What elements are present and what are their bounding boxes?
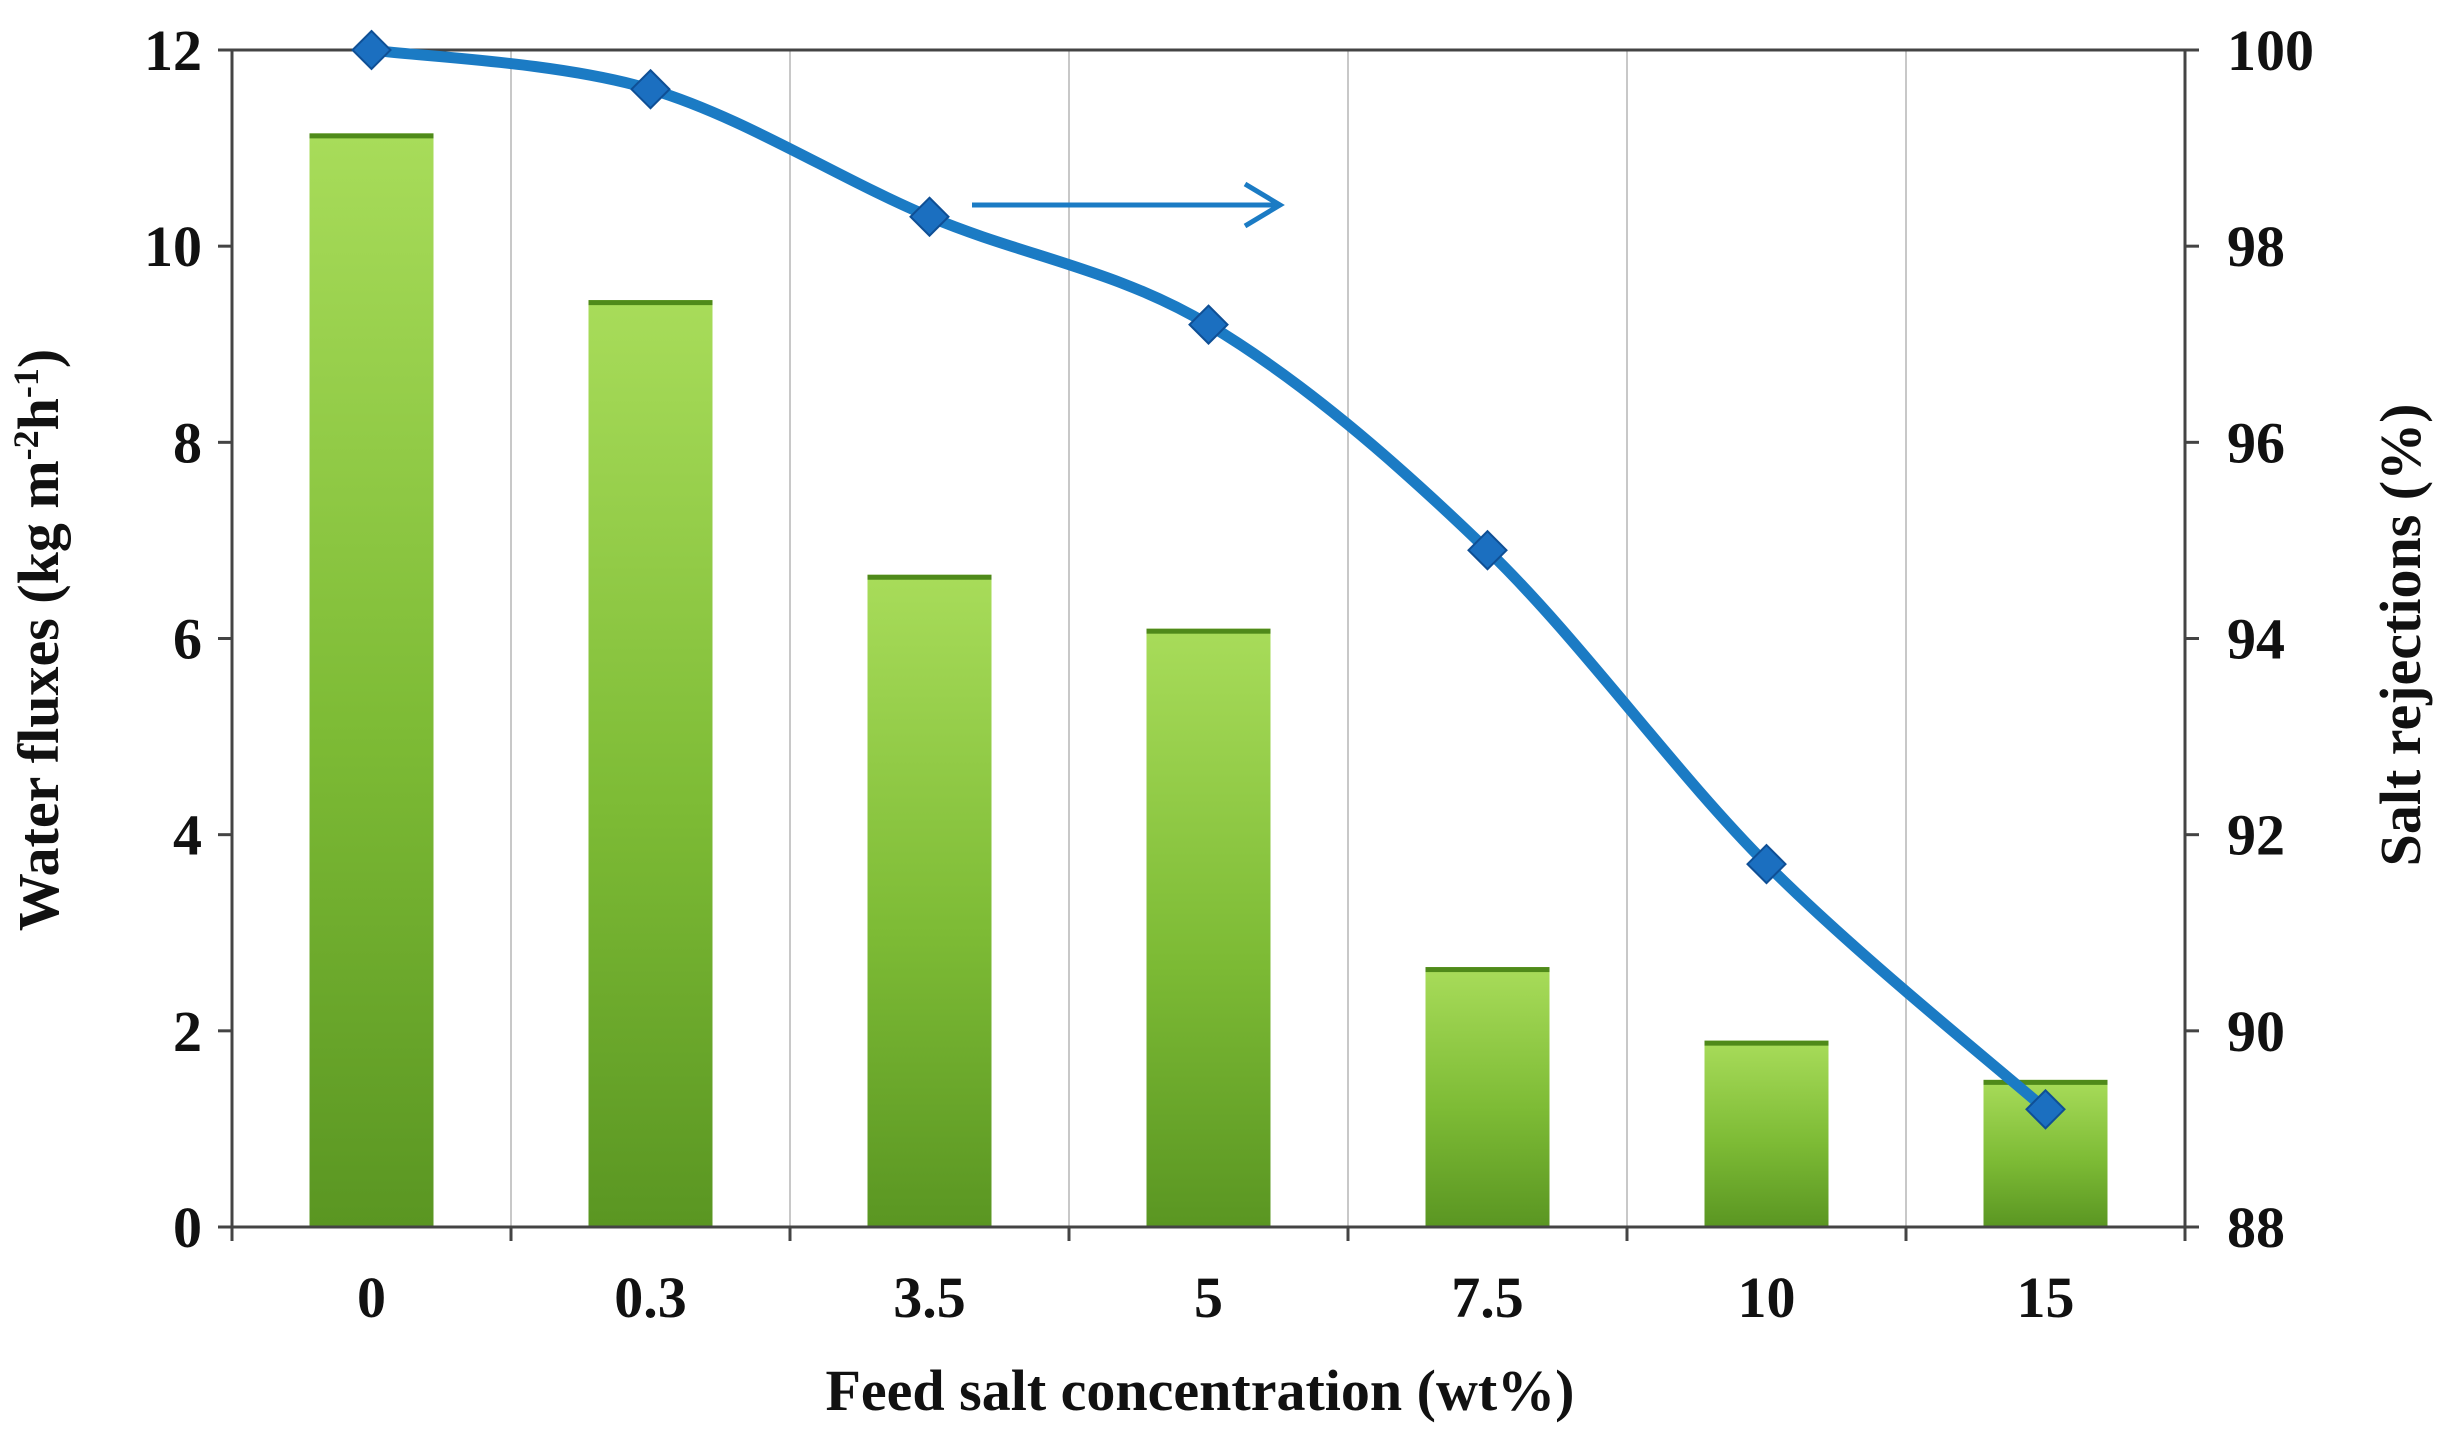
point-0.3 [630,68,671,110]
bar-body [1146,628,1271,1227]
point-7.5 [1467,529,1508,571]
left-tick-label: 10 [144,214,202,279]
right-tick-label: 90 [2227,999,2285,1064]
right-tick-label: 92 [2227,803,2285,868]
bar-0 [309,133,434,1227]
x-tick-label: 7.5 [1451,1265,1524,1330]
right-tick-label: 88 [2227,1195,2285,1260]
bar-0.3 [588,300,713,1227]
point-3.5 [909,196,950,238]
x-axis-title: Feed salt concentration (wt%) [826,1358,1575,1423]
right-tick-label: 96 [2227,410,2285,475]
left-tick-label: 6 [173,607,202,672]
left-tick-label: 2 [173,999,202,1064]
point-5 [1188,304,1229,346]
x-axis-ticks: 0 0.3 3.5 5 7.5 10 15 [230,1227,2187,1330]
bar-series-water-fluxes [309,133,2108,1227]
bar-10 [1704,1040,1829,1227]
x-tick-label: 15 [2017,1265,2075,1330]
bar-5 [1146,628,1271,1227]
right-y-axis-ticks: 88 90 92 94 96 98 100 [2185,18,2314,1260]
bar-cap [1704,1040,1829,1046]
bar-cap [1983,1079,2108,1085]
left-tick-label: 8 [173,410,202,475]
point-15 [2025,1088,2066,1130]
x-tick-label: 3.5 [893,1265,966,1330]
right-tick-label: 94 [2227,607,2285,672]
bar-cap [588,300,713,306]
bar-body [309,133,434,1227]
x-tick-label: 0.3 [614,1265,687,1330]
point-10 [1746,843,1787,885]
point-0 [351,29,392,71]
bar-body [588,300,713,1227]
left-tick-label: 4 [173,803,202,868]
x-tick-label: 5 [1194,1265,1223,1330]
bar-body [867,574,992,1227]
bar-body [1425,967,1550,1227]
bar-cap [1146,628,1271,634]
bar-cap [309,133,434,139]
right-tick-label: 98 [2227,214,2285,279]
line-series-salt-rejections [351,29,2066,1130]
bar-cap [1425,967,1550,973]
x-tick-label: 10 [1738,1265,1796,1330]
left-y-axis-title: Water fluxes (kg m-2h-1) [6,349,71,932]
bar-cap [867,574,992,580]
right-arrow-annotation [972,181,1285,229]
bar-3.5 [867,574,992,1227]
right-y-axis-title: Salt rejections (%) [2368,404,2433,867]
vertical-gridlines [510,50,1907,1227]
left-tick-label: 0 [173,1195,202,1260]
left-y-axis-ticks: 0 2 4 6 8 10 12 [144,18,232,1260]
right-tick-label: 100 [2227,18,2314,83]
bar-7.5 [1425,967,1550,1227]
left-tick-label: 12 [144,18,202,83]
x-tick-label: 0 [357,1265,386,1330]
bar-body [1704,1040,1829,1227]
